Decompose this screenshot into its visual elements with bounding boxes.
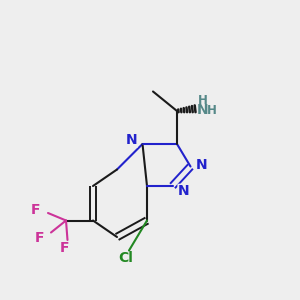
Text: Cl: Cl — [118, 251, 134, 265]
Text: N: N — [196, 103, 208, 117]
Text: H: H — [198, 94, 208, 106]
Text: N: N — [125, 134, 137, 147]
Text: F: F — [34, 232, 44, 245]
Text: H: H — [207, 104, 217, 117]
Text: F: F — [31, 203, 41, 217]
Text: N: N — [178, 184, 190, 198]
Text: N: N — [196, 158, 208, 172]
Text: F: F — [60, 241, 69, 254]
